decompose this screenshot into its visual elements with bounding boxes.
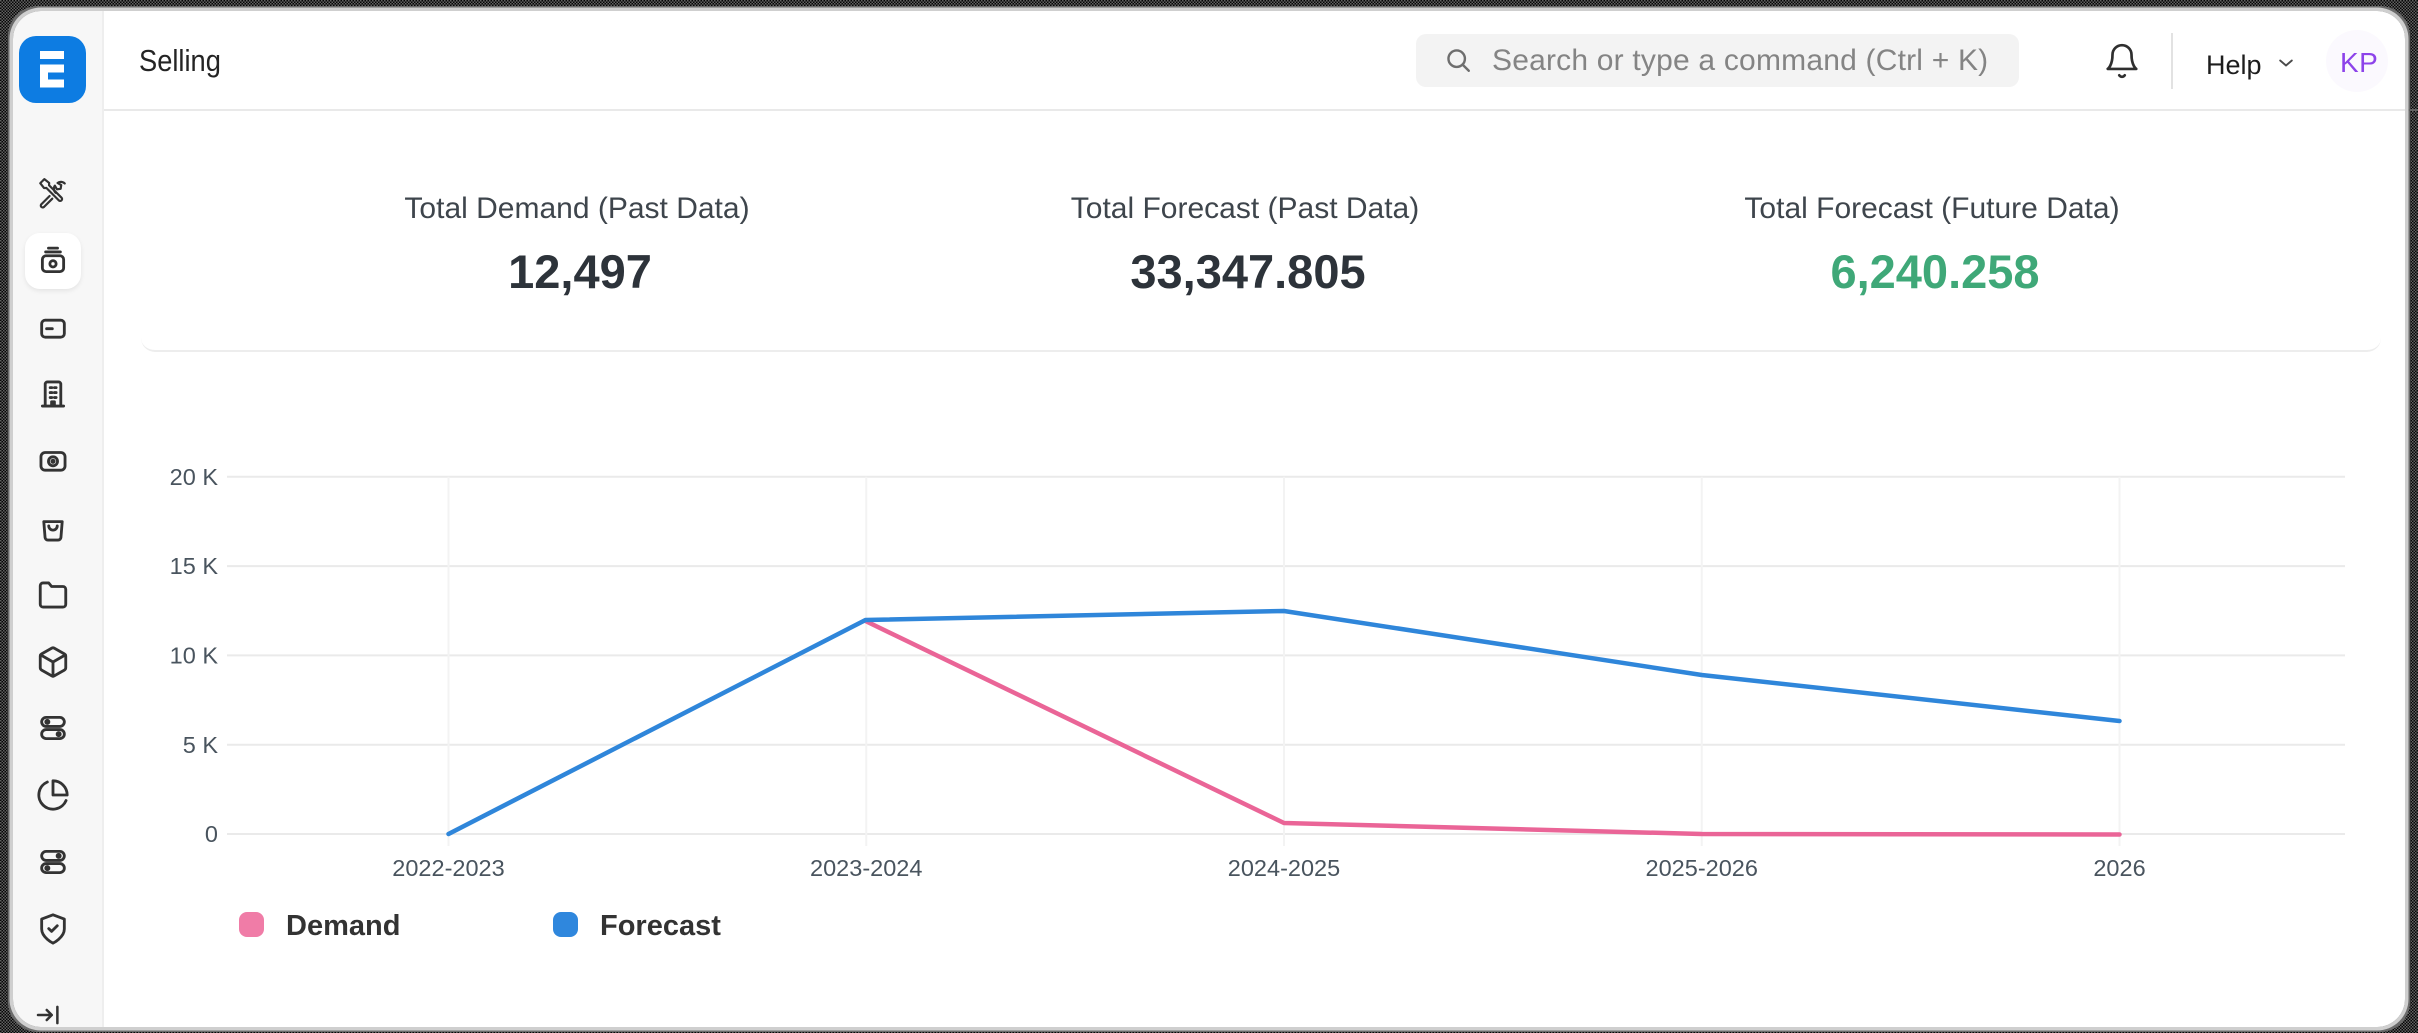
- svg-text:2022-2023: 2022-2023: [392, 855, 504, 881]
- svg-text:2024-2025: 2024-2025: [1228, 855, 1340, 881]
- svg-text:2026: 2026: [2093, 855, 2145, 881]
- svg-text:15 K: 15 K: [170, 553, 219, 579]
- svg-text:2023-2024: 2023-2024: [810, 855, 922, 881]
- svg-text:20 K: 20 K: [170, 464, 219, 490]
- svg-text:5 K: 5 K: [183, 732, 219, 758]
- svg-text:10 K: 10 K: [170, 643, 219, 669]
- svg-text:0: 0: [205, 821, 218, 847]
- svg-text:2025-2026: 2025-2026: [1646, 855, 1758, 881]
